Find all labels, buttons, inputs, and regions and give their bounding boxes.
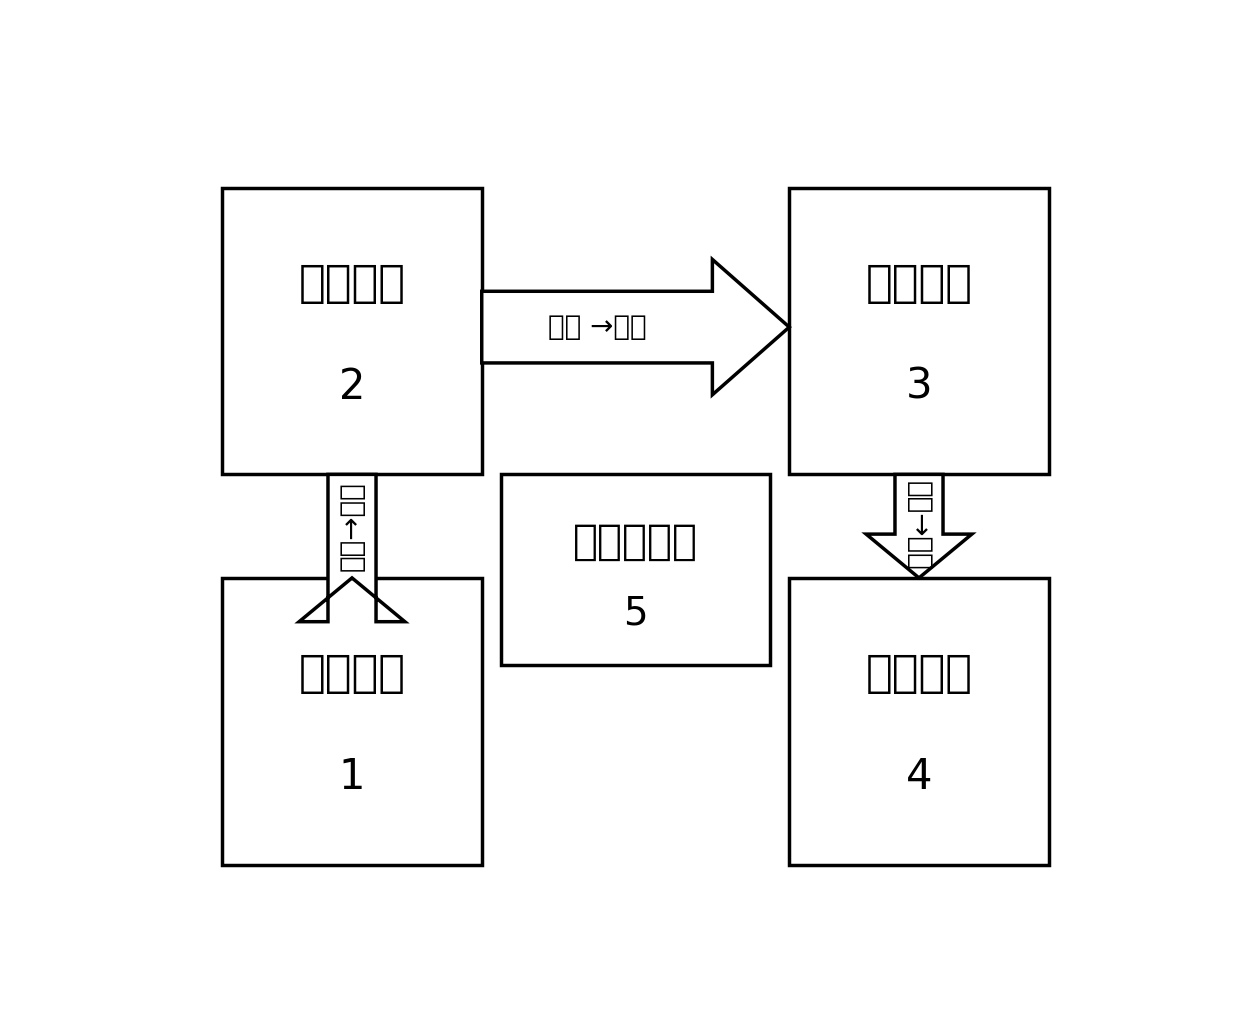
Text: 换热单元: 换热单元 — [299, 652, 405, 695]
Bar — [222, 578, 481, 864]
Text: 动能→电能: 动能→电能 — [905, 481, 932, 571]
Text: 数据采集器: 数据采集器 — [573, 521, 698, 564]
Text: 2: 2 — [339, 366, 366, 407]
Text: 势能 →动能: 势能 →动能 — [548, 313, 646, 341]
Bar — [222, 188, 481, 475]
Text: 4: 4 — [905, 756, 932, 798]
Text: 5: 5 — [624, 595, 647, 633]
Polygon shape — [866, 475, 972, 578]
Polygon shape — [299, 475, 404, 621]
Bar — [789, 578, 1049, 864]
Text: 3: 3 — [905, 366, 932, 407]
Text: 1: 1 — [339, 756, 366, 798]
Text: 传动单元: 传动单元 — [866, 262, 972, 305]
Text: 储电单元: 储电单元 — [866, 652, 972, 695]
Bar — [501, 475, 770, 666]
Bar — [789, 188, 1049, 475]
Text: 热能→势能: 热能→势能 — [339, 481, 366, 571]
Text: 液压单元: 液压单元 — [299, 262, 405, 305]
Polygon shape — [481, 260, 789, 395]
